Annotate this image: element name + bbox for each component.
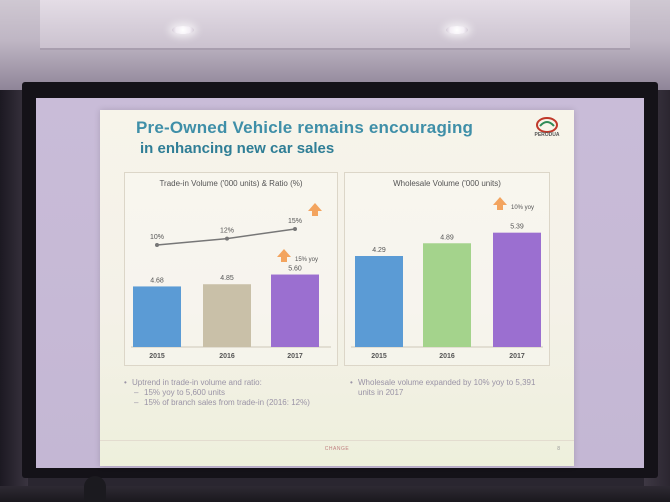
bar-value-2017: 5.39 <box>510 224 524 231</box>
tick-label-2016: 2016 <box>439 353 455 360</box>
bar-2015 <box>355 256 403 347</box>
bullet-trade-in-sub1: 15% yoy to 5,600 units <box>124 388 334 398</box>
tick-label-2015: 2015 <box>371 353 387 360</box>
trade-in-chart-title: Trade-in Volume ('000 units) & Ratio (%) <box>159 179 303 188</box>
tick-label-2016: 2016 <box>219 353 235 360</box>
bar-value-2017: 5.60 <box>288 266 302 273</box>
ratio-label-2015: 10% <box>150 234 164 241</box>
bar-2017 <box>493 232 541 347</box>
bar-2016 <box>423 243 471 347</box>
ceiling-panel <box>40 0 630 50</box>
trade-in-bullets: Uptrend in trade-in volume and ratio: 15… <box>124 378 334 408</box>
ceiling <box>0 0 670 90</box>
tick-label-2015: 2015 <box>149 353 165 360</box>
floor <box>0 486 670 502</box>
bar-value-2015: 4.29 <box>372 247 386 254</box>
bar-2016 <box>203 284 251 347</box>
yoy-up-arrow <box>277 249 291 262</box>
trade-in-chart-panel: Trade-in Volume ('000 units) & Ratio (%)… <box>124 172 338 366</box>
wholesale-bullets: Wholesale volume expanded by 10% yoy to … <box>350 378 550 398</box>
ratio-point-2016 <box>225 236 229 241</box>
footer-brand: CHANGE <box>324 446 350 452</box>
wholesale-chart-panel: Wholesale Volume ('000 units) 4.29 2015 4.… <box>344 172 550 366</box>
ratio-label-2017: 15% <box>288 218 302 225</box>
wholesale-chart: 4.29 2015 4.89 2016 5.39 2017 10% yoy <box>351 197 543 360</box>
bullet-trade-in-sub2: 15% of branch sales from trade-in (2016:… <box>124 398 334 408</box>
bullet-wholesale-main: Wholesale volume expanded by 10% yoy to … <box>350 378 550 398</box>
ratio-point-2017 <box>293 227 297 231</box>
yoy-up-arrow <box>493 197 507 210</box>
ceiling-lamp-right <box>446 26 468 34</box>
bar-value-2016: 4.89 <box>440 234 454 241</box>
ceiling-lamp-left <box>172 26 194 34</box>
page-number: 8 <box>557 446 560 452</box>
perodua-logo-icon <box>536 117 558 133</box>
perodua-logo: PERODUA <box>530 116 564 142</box>
bar-value-2016: 4.85 <box>220 275 234 282</box>
ratio-point-2015 <box>155 243 159 247</box>
logo-text: PERODUA <box>534 132 560 138</box>
presentation-slide: Pre-Owned Vehicle remains encouraging in… <box>100 110 574 466</box>
yoy-annotation: 15% yoy <box>295 257 318 263</box>
bar-2017 <box>271 274 319 347</box>
footer-divider <box>100 440 574 441</box>
yoy-annotation: 10% yoy <box>511 205 534 211</box>
trade-in-chart: 4.68 2015 4.85 2016 5.60 2017 10% 12% 15% 15% yoy <box>131 203 331 360</box>
ratio-label-2016: 12% <box>220 228 234 235</box>
ratio-up-arrow <box>308 203 322 216</box>
bullet-trade-in-main: Uptrend in trade-in volume and ratio: <box>124 378 334 388</box>
slide-subtitle: in enhancing new car sales <box>140 140 335 157</box>
wholesale-chart-title: Wholesale Volume ('000 units) <box>393 179 501 188</box>
tick-label-2017: 2017 <box>509 353 525 360</box>
bar-2015 <box>133 286 181 347</box>
bar-value-2015: 4.68 <box>150 277 164 284</box>
audience-head <box>84 476 106 502</box>
tick-label-2017: 2017 <box>287 353 303 360</box>
slide-title: Pre-Owned Vehicle remains encouraging <box>136 118 474 137</box>
